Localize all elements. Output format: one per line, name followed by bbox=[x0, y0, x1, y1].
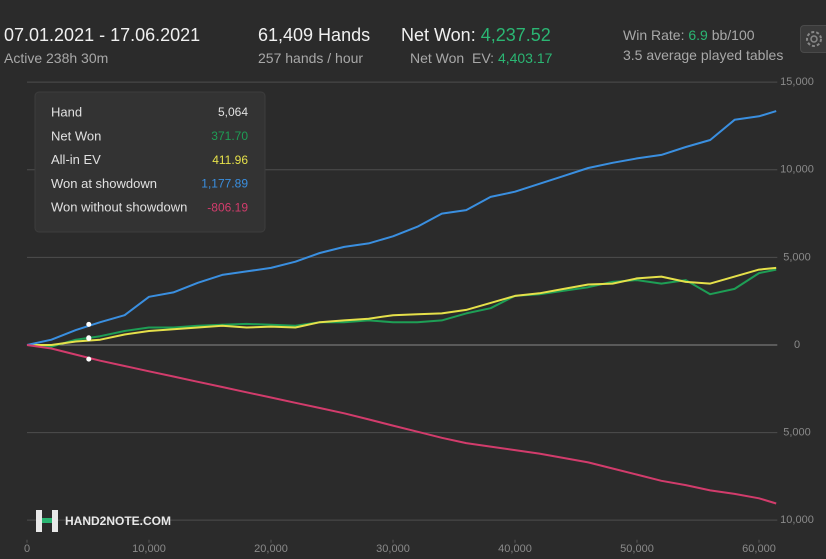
tooltip-value: 411.96 bbox=[212, 153, 248, 167]
x-tick-label: 10,000 bbox=[132, 543, 166, 555]
series-line bbox=[27, 266, 777, 346]
x-tick-label: 20,000 bbox=[254, 543, 288, 555]
series-line bbox=[26, 268, 777, 348]
value: 4,403.17 bbox=[497, 50, 553, 66]
active-time: Active 238h 30m bbox=[4, 50, 109, 66]
date-range: 07.01.2021 - 17.06.2021 bbox=[4, 25, 201, 45]
hover-point bbox=[86, 356, 92, 362]
logo: HAND2NOTE.COM bbox=[36, 510, 171, 532]
value: 6.9 bbox=[688, 27, 708, 43]
y-tick-label: 0 bbox=[794, 339, 800, 351]
hands-rate: 257 hands / hour bbox=[258, 50, 364, 66]
hover-point bbox=[86, 321, 92, 327]
gear-icon bbox=[806, 31, 822, 47]
logo-text: HAND2NOTE.COM bbox=[65, 514, 171, 528]
x-tick-label: 60,000 bbox=[742, 543, 776, 555]
x-tick-label: 40,000 bbox=[498, 543, 532, 555]
y-tick-label: 10,000 bbox=[780, 164, 814, 176]
y-tick-label: 5,000 bbox=[783, 251, 811, 263]
tooltip-series-name: Won at showdown bbox=[51, 176, 157, 191]
tooltip-value: 371.70 bbox=[211, 129, 248, 143]
tooltip-series-name: Won without showdown bbox=[51, 200, 187, 215]
x-tick-label: 30,000 bbox=[376, 543, 410, 555]
tooltip-series-name: All-in EV bbox=[51, 152, 101, 167]
unit: bb/100 bbox=[711, 27, 755, 43]
hover-point bbox=[86, 335, 92, 341]
net-won: Net Won: 4,237.52 bbox=[401, 25, 551, 46]
y-tick-label: 10,000 bbox=[780, 514, 814, 526]
label: Net Won: bbox=[401, 25, 476, 45]
win-rate: Win Rate: 6.9 bb/100 bbox=[623, 27, 755, 43]
tooltip-x-name: Hand bbox=[51, 104, 82, 119]
tooltip-x-value: 5,064 bbox=[218, 105, 248, 119]
tooltip-value: 1,177.89 bbox=[201, 177, 248, 191]
tooltip-box bbox=[34, 91, 266, 233]
tables: 3.5 average played tables bbox=[623, 47, 784, 63]
settings-button[interactable] bbox=[800, 25, 826, 53]
y-tick-label: 15,000 bbox=[780, 76, 814, 88]
y-tick-label: 5,000 bbox=[783, 426, 811, 438]
series-line bbox=[26, 110, 777, 346]
hands: 61,409 Hands bbox=[258, 25, 371, 45]
series-line bbox=[26, 344, 777, 505]
x-tick-label: 50,000 bbox=[620, 543, 654, 555]
net-won-ev: Net Won EV: 4,403.17 bbox=[410, 50, 552, 66]
label: Net Won EV: bbox=[410, 50, 495, 66]
x-tick-label: 0 bbox=[24, 543, 30, 555]
label: Win Rate: bbox=[623, 27, 685, 43]
value: 4,237.52 bbox=[480, 25, 551, 45]
tooltip-value: -806.19 bbox=[207, 200, 248, 214]
tooltip-series-name: Net Won bbox=[51, 128, 101, 143]
